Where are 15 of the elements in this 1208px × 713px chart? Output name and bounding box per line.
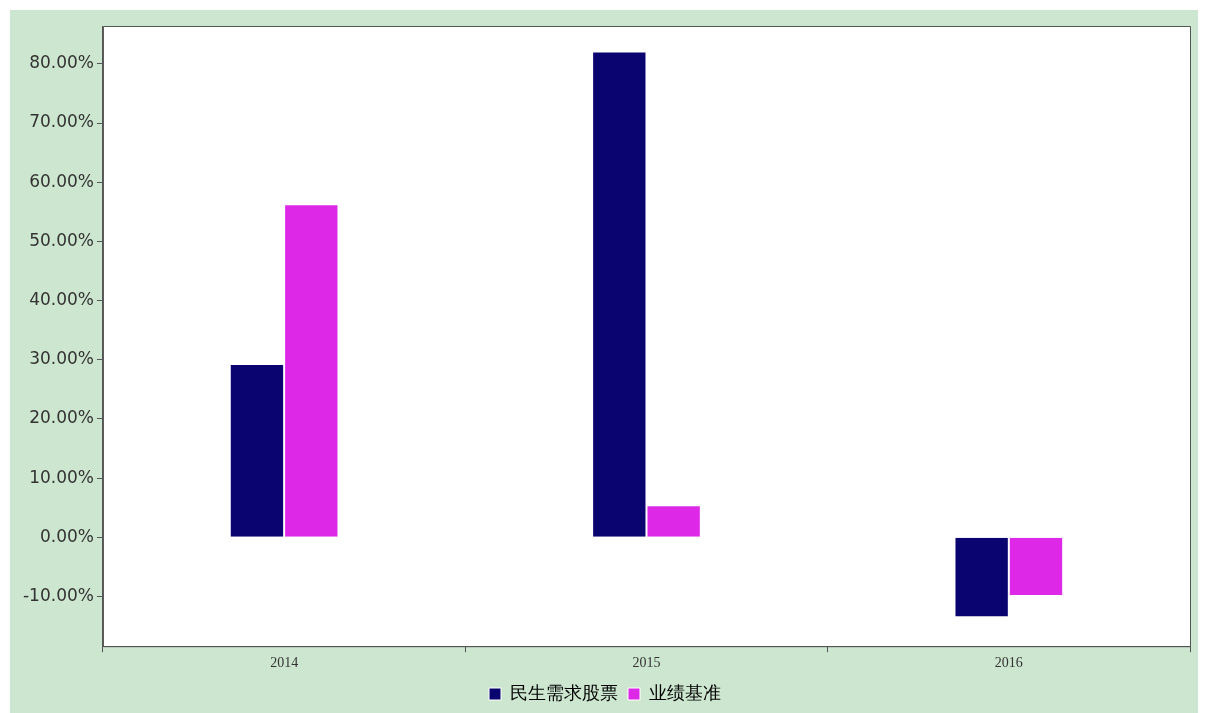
x-tick-label: 2014	[270, 655, 299, 671]
y-tick-label: -10.00%	[22, 584, 94, 605]
y-tick-label: 30.00%	[29, 348, 94, 369]
legend-label: 业绩基准	[649, 681, 721, 703]
y-tick-label: 10.00%	[29, 466, 94, 487]
y-tick-label: 60.00%	[29, 170, 94, 191]
x-tick-label: 2016	[994, 655, 1023, 671]
y-tick-label: 20.00%	[29, 407, 94, 428]
y-tick-label: 80.00%	[29, 52, 94, 73]
y-tick-label: 0.00%	[39, 525, 94, 546]
y-tick-label: 70.00%	[29, 111, 94, 132]
x-tick-label: 2015	[632, 655, 661, 671]
y-tick-label: 40.00%	[29, 289, 94, 310]
y-tick-label: 50.00%	[29, 229, 94, 250]
legend-label: 民生需求股票	[510, 681, 618, 703]
